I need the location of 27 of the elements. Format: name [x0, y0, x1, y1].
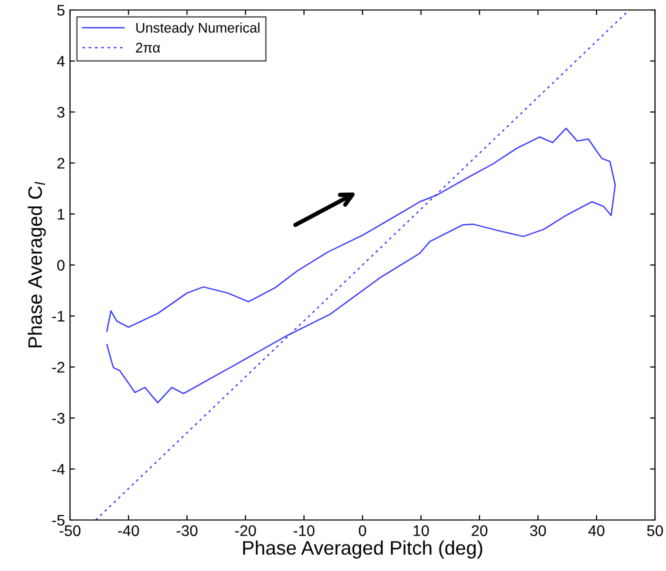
x-tick-label: 50 — [647, 525, 663, 536]
x-tick-label: -50 — [60, 525, 80, 536]
x-axis-title: Phase Averaged Pitch (deg) — [243, 540, 482, 559]
y-tick-label: -2 — [52, 362, 64, 373]
y-tick-label: -1 — [52, 311, 64, 322]
y-tick-label: 1 — [58, 209, 64, 220]
legend-label: 2πα — [136, 42, 160, 53]
y-tick-label: -5 — [52, 515, 64, 526]
line-series — [106, 128, 616, 404]
y-tick-label: -4 — [52, 464, 65, 475]
x-tick-label: 20 — [472, 525, 488, 536]
x-tick-label: 0 — [358, 525, 366, 536]
x-tick-label: -20 — [235, 525, 256, 536]
x-tick-label: 30 — [530, 525, 546, 536]
y-tick-label: 0 — [57, 260, 65, 271]
y-tick-label: 3 — [57, 106, 64, 118]
y-tick-label: -3 — [52, 412, 64, 424]
y-tick-label: 5 — [57, 5, 64, 16]
y-tick-label: 2 — [57, 158, 64, 169]
x-tick-label: -40 — [118, 525, 139, 536]
x-tick-label: -30 — [176, 525, 198, 536]
legend-label: Unsteady Numerical — [136, 22, 260, 36]
x-tick-label: 10 — [414, 525, 429, 536]
x-tick-label: -10 — [294, 525, 314, 536]
y-axis-title: Phase Averaged C$_{l}$ — [28, 182, 46, 348]
x-tick-label: 40 — [588, 525, 604, 536]
y-tick-label: 4 — [56, 56, 65, 67]
